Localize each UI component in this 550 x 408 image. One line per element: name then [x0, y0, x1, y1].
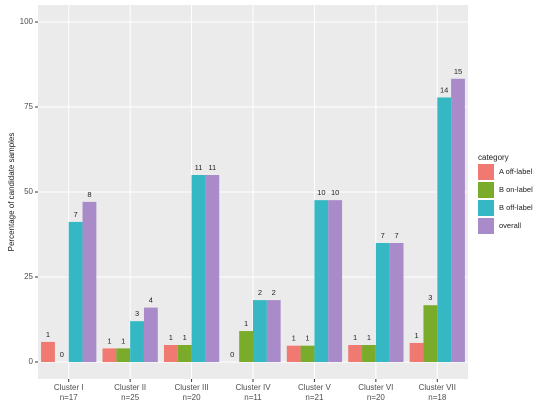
- bar: [68, 221, 83, 362]
- bar: [41, 341, 55, 362]
- bar: [375, 243, 390, 362]
- count-label: 4: [149, 296, 153, 305]
- y-tick-label: 25: [24, 272, 33, 281]
- bar: [205, 175, 220, 362]
- sample-size: n=11: [244, 393, 262, 402]
- x-tick-label: Cluster V: [298, 383, 332, 392]
- count-label: 1: [292, 334, 296, 343]
- legend-key: [478, 164, 494, 180]
- count-label: 3: [428, 293, 432, 302]
- bar: [328, 200, 343, 362]
- bar: [191, 175, 206, 362]
- bar: [102, 348, 117, 362]
- legend-label: overall: [499, 221, 521, 230]
- count-label: 1: [107, 336, 111, 345]
- count-label: 1: [305, 334, 309, 343]
- count-label: 1: [121, 336, 125, 345]
- bar: [163, 345, 178, 362]
- count-label: 1: [244, 319, 248, 328]
- y-tick-label: 50: [24, 187, 33, 196]
- bar: [437, 97, 452, 362]
- bar: [177, 345, 192, 362]
- count-label: 10: [317, 188, 325, 197]
- bar: [314, 200, 329, 362]
- bar: [451, 78, 465, 362]
- count-label: 1: [414, 331, 418, 340]
- count-label: 8: [87, 190, 91, 199]
- count-label: 0: [60, 350, 64, 359]
- count-label: 11: [195, 163, 203, 172]
- legend-label: A off-label: [499, 167, 533, 176]
- legend-key: [478, 218, 494, 234]
- y-tick-label: 0: [29, 357, 34, 366]
- bar: [348, 345, 363, 362]
- count-label: 7: [74, 210, 78, 219]
- count-label: 0: [230, 350, 234, 359]
- sample-size: n=21: [305, 393, 324, 402]
- count-label: 3: [135, 309, 139, 318]
- bar: [362, 345, 376, 362]
- count-label: 1: [169, 333, 173, 342]
- x-tick-label: Cluster III: [174, 383, 208, 392]
- sample-size: n=20: [367, 393, 386, 402]
- bar: [143, 307, 158, 362]
- sample-size: n=25: [121, 393, 140, 402]
- sample-size: n=20: [183, 393, 202, 402]
- bar: [116, 348, 131, 362]
- legend-label: B off-label: [499, 203, 533, 212]
- count-label: 10: [331, 188, 339, 197]
- bar: [239, 331, 253, 362]
- count-label: 15: [454, 67, 462, 76]
- count-label: 7: [381, 231, 385, 240]
- bar: [286, 345, 301, 362]
- y-axis-label: Percentage of candidate samples: [7, 133, 16, 252]
- bar: [409, 342, 424, 362]
- sample-size: n=17: [60, 393, 79, 402]
- bar: [389, 243, 404, 362]
- bar: [82, 201, 97, 362]
- x-tick-label: Cluster VII: [419, 383, 456, 392]
- y-tick-label: 100: [20, 17, 34, 26]
- count-label: 2: [272, 288, 276, 297]
- x-tick-label: Cluster IV: [235, 383, 271, 392]
- count-label: 1: [353, 333, 357, 342]
- y-tick-label: 75: [24, 102, 33, 111]
- legend-label: B on-label: [499, 185, 533, 194]
- legend-title: category: [478, 153, 509, 162]
- count-label: 1: [183, 333, 187, 342]
- bar: [253, 300, 267, 362]
- count-label: 1: [367, 333, 371, 342]
- legend-key: [478, 182, 494, 198]
- bar: [423, 305, 438, 362]
- x-tick-label: Cluster II: [114, 383, 146, 392]
- sample-size: n=18: [428, 393, 447, 402]
- bar: [266, 300, 281, 362]
- bar: [300, 345, 315, 362]
- count-label: 2: [258, 288, 262, 297]
- count-label: 11: [208, 163, 216, 172]
- x-tick-label: Cluster I: [54, 383, 84, 392]
- x-tick-label: Cluster VI: [358, 383, 393, 392]
- bar: [130, 321, 144, 362]
- count-label: 1: [46, 330, 50, 339]
- legend-key: [478, 200, 494, 216]
- count-label: 7: [395, 231, 399, 240]
- count-label: 14: [440, 85, 448, 94]
